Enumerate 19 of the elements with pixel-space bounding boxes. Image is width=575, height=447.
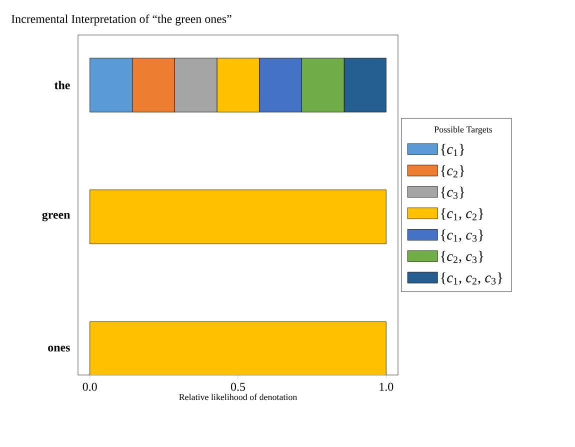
x-tick-label: 0.5	[230, 382, 246, 391]
bar	[216, 58, 260, 112]
legend-label: {c$_{3}$}	[441, 186, 464, 199]
x-tick-label: 1.0	[380, 382, 394, 391]
legend-label: {c$_{2}$}	[441, 165, 464, 178]
x-axis-title: Relative likelihood of denotation	[179, 394, 298, 400]
bar	[90, 321, 386, 375]
legend-label: {c$_{2}$, c$_{3}$}	[441, 250, 484, 264]
legend-title: Possible Targets	[434, 126, 492, 134]
bar	[90, 190, 386, 244]
chart-title: Incremental Interpretation of “the green ones”	[12, 14, 232, 26]
legend-label: {c$_{1}$, c$_{3}$}	[441, 230, 484, 242]
x-tick-label: 0.0	[82, 382, 97, 391]
y-tick-label: ones	[48, 346, 70, 352]
text: {c$_{1}$, c$_{2}$, c$_{3}$}	[441, 272, 502, 285]
y-tick-label: green	[42, 212, 70, 222]
y-tick-label: the	[54, 80, 70, 90]
legend-label: {c$_{1}$}	[441, 144, 464, 156]
legend-label: {c$_{1}$, c$_{2}$}	[441, 208, 484, 220]
